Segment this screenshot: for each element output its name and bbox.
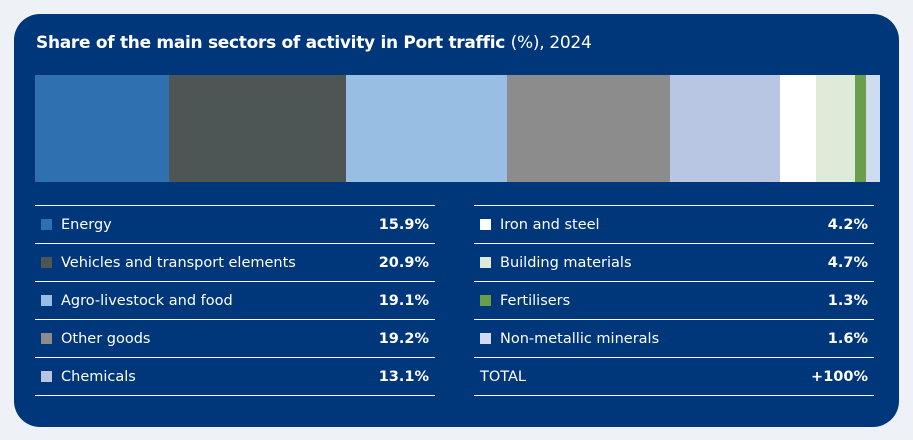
legend-swatch xyxy=(41,219,52,230)
legend-total-row: TOTAL +100% xyxy=(474,358,874,396)
legend-label: TOTAL xyxy=(480,368,526,385)
chart-title: Share of the main sectors of activity in… xyxy=(36,33,592,53)
legend-row: Chemicals 13.1% xyxy=(35,358,435,396)
legend-value: 1.6% xyxy=(827,330,868,347)
legend-swatch xyxy=(480,295,491,306)
legend-swatch xyxy=(480,333,491,344)
stacked-bar xyxy=(35,75,880,182)
legend-label: Fertilisers xyxy=(500,292,571,309)
legend-value: 19.1% xyxy=(378,292,429,309)
legend-label: Energy xyxy=(61,216,112,233)
legend-row: Agro-livestock and food 19.1% xyxy=(35,282,435,320)
legend-label: Non-metallic minerals xyxy=(500,330,660,347)
bar-segment-energy xyxy=(35,75,170,182)
bar-segment-iron-and-steel xyxy=(780,75,816,182)
legend-value: 15.9% xyxy=(378,216,429,233)
bar-segment-vehicles-and-transport-elements xyxy=(169,75,346,182)
legend-label: Other goods xyxy=(61,330,151,347)
legend-row: Energy 15.9% xyxy=(35,206,435,244)
bar-segment-other-goods xyxy=(507,75,670,182)
bar-segment-non-metallic-minerals xyxy=(866,75,880,182)
legend-row: Non-metallic minerals 1.6% xyxy=(474,320,874,358)
bar-segment-agro-livestock-and-food xyxy=(345,75,508,182)
legend-value: 4.2% xyxy=(827,216,868,233)
title-unit: (%), 2024 xyxy=(510,33,592,53)
legend-left: Energy 15.9% Vehicles and transport elemen… xyxy=(35,205,435,396)
legend-swatch xyxy=(41,333,52,344)
legend-swatch xyxy=(41,295,52,306)
legend-row: Fertilisers 1.3% xyxy=(474,282,874,320)
legend-row: Iron and steel 4.2% xyxy=(474,206,874,244)
legend-label: Building materials xyxy=(500,254,632,271)
legend-value: 13.1% xyxy=(378,368,429,385)
bar-segment-building-materials xyxy=(815,75,856,182)
legend-row: Other goods 19.2% xyxy=(35,320,435,358)
legend-label: Chemicals xyxy=(61,368,136,385)
legend-swatch xyxy=(41,257,52,268)
legend-value: +100% xyxy=(811,368,868,385)
legend-swatch xyxy=(41,371,52,382)
legend-row: Building materials 4.7% xyxy=(474,244,874,282)
legend-swatch xyxy=(480,257,491,268)
legend-value: 1.3% xyxy=(827,292,868,309)
legend-label: Vehicles and transport elements xyxy=(61,254,296,271)
legend-label: Agro-livestock and food xyxy=(61,292,233,309)
title-text: Share of the main sectors of activity in… xyxy=(36,33,506,53)
legend-label: Iron and steel xyxy=(500,216,600,233)
legend-value: 19.2% xyxy=(378,330,429,347)
bar-segment-chemicals xyxy=(669,75,781,182)
legend-value: 20.9% xyxy=(378,254,429,271)
bar-segment-fertilisers xyxy=(855,75,867,182)
legend-swatch xyxy=(480,219,491,230)
legend-value: 4.7% xyxy=(827,254,868,271)
legend-row: Vehicles and transport elements 20.9% xyxy=(35,244,435,282)
legend-right: Iron and steel 4.2% Building materials 4.7%… xyxy=(474,205,874,396)
